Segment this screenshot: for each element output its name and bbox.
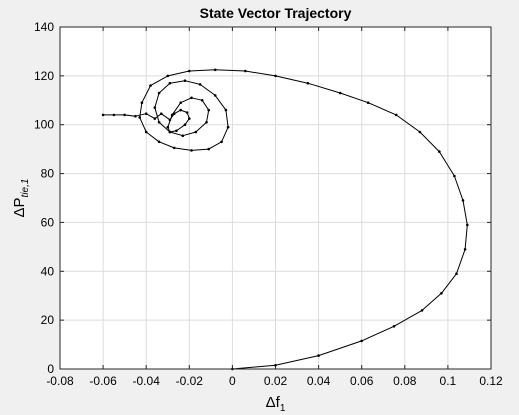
data-point [274, 364, 277, 367]
data-point [179, 108, 182, 112]
data-point [185, 111, 189, 114]
data-point [101, 113, 105, 117]
data-point [175, 129, 178, 133]
data-point [179, 101, 182, 104]
data-point [140, 101, 144, 104]
data-point [207, 108, 210, 112]
y-tick-label: 60 [41, 215, 55, 229]
data-point [144, 112, 148, 115]
x-tick-label: 0.04 [307, 374, 331, 388]
x-tick-label: 0.06 [350, 374, 374, 388]
y-tick-label: 40 [41, 264, 55, 278]
data-point [166, 125, 170, 129]
data-point [138, 116, 141, 119]
data-point [306, 81, 310, 85]
y-axis-label: ΔPtie,1 [11, 179, 31, 218]
data-point [112, 113, 116, 117]
series-group [101, 68, 469, 371]
x-tick-label: 0.02 [264, 374, 288, 388]
y-tick-label: 140 [34, 20, 54, 34]
data-point [166, 74, 170, 78]
x-tick-label: 0.12 [479, 374, 503, 388]
data-point [394, 113, 398, 117]
data-point [188, 117, 191, 120]
y-tick-label: 120 [34, 69, 54, 83]
data-point [168, 81, 172, 85]
data-point [360, 339, 364, 343]
y-tick-label: 0 [47, 362, 54, 376]
data-point [149, 84, 152, 87]
x-tick-label: 0.08 [393, 374, 417, 388]
data-point [226, 125, 230, 129]
data-point [317, 354, 320, 357]
data-point [198, 83, 202, 86]
data-point [461, 199, 465, 202]
x-axis-label-symbol: Δf [266, 394, 281, 411]
data-point [157, 121, 161, 124]
x-tick-label: 0 [229, 374, 236, 388]
y-tick-label: 100 [34, 118, 54, 132]
x-axis-label-subscript: 1 [280, 403, 286, 414]
x-tick-label: 0.1 [440, 374, 457, 388]
data-point [466, 223, 469, 227]
data-point [144, 130, 148, 134]
data-point [190, 96, 193, 100]
axis-ticks: -0.08 -0.06 -0.04 -0.02 0 0.02 0.04 0.06 0.08 0.1… [34, 20, 503, 388]
plot-frame [59, 26, 492, 370]
data-point [440, 292, 443, 295]
data-point [274, 74, 277, 78]
data-point [438, 150, 441, 153]
y-tick-label: 80 [41, 167, 55, 181]
data-point [213, 68, 217, 72]
data-point [172, 146, 176, 150]
data-point [188, 69, 191, 73]
data-point [220, 140, 223, 144]
data-point [160, 112, 163, 115]
data-point [134, 114, 137, 118]
data-point [153, 117, 157, 120]
chart-title: State Vector Trajectory [200, 5, 352, 21]
x-tick-label: -0.02 [176, 374, 204, 388]
data-point [366, 101, 370, 104]
data-point [205, 121, 208, 124]
data-point [123, 113, 126, 117]
data-point [168, 118, 172, 122]
data-point [224, 108, 228, 112]
data-point [213, 94, 217, 97]
data-point [207, 147, 210, 151]
y-tick-label: 20 [41, 313, 55, 327]
y-axis-label-symbol: ΔP [11, 197, 28, 217]
data-point [190, 149, 193, 152]
data-point [420, 309, 424, 312]
data-point [168, 130, 172, 134]
data-point [455, 272, 458, 276]
data-point [392, 325, 396, 328]
data-point [194, 130, 198, 134]
data-point [244, 69, 247, 73]
data-point [463, 248, 467, 251]
data-point [153, 106, 157, 109]
data-point [183, 123, 187, 126]
data-point [418, 130, 422, 134]
data-point [170, 113, 174, 117]
data-point [172, 112, 176, 115]
x-tick-label: -0.06 [89, 374, 117, 388]
data-point [157, 140, 161, 144]
data-point [338, 91, 342, 95]
data-point [183, 79, 187, 82]
x-tick-label: -0.04 [133, 374, 161, 388]
data-point [453, 174, 456, 178]
x-axis-label: Δf1 [266, 394, 286, 414]
data-point [157, 91, 161, 95]
data-point [200, 99, 204, 102]
data-point [181, 134, 185, 137]
x-tick-label: -0.08 [46, 374, 74, 388]
y-axis-label-subscript: tie,1 [20, 179, 31, 198]
